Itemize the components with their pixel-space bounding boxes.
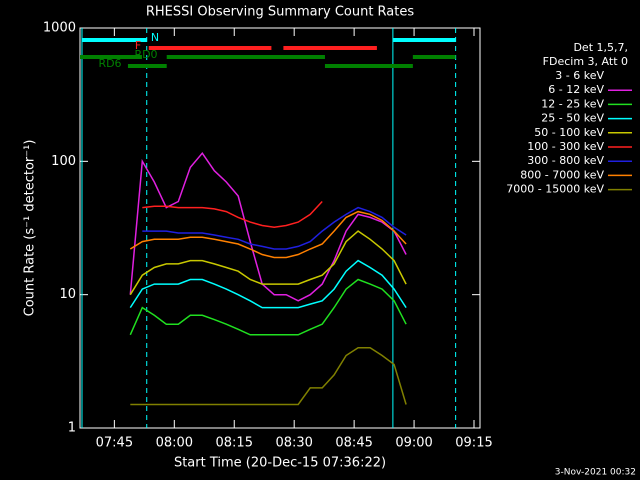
y-tick-label: 100 — [51, 154, 76, 169]
x-tick-label: 07:45 — [96, 436, 133, 451]
footer: 3-Nov-2021 00:32 — [555, 468, 636, 478]
flag-label: N — [151, 31, 159, 44]
series-line — [142, 200, 323, 229]
legend-label: 300 - 800 keV — [527, 154, 604, 167]
y-tick-label: 1 — [68, 421, 76, 436]
legend-label: 50 - 100 keV — [534, 126, 604, 139]
legend-label: 100 - 300 keV — [527, 140, 604, 153]
x-tick-label: 09:00 — [395, 436, 432, 451]
x-tick-label: 09:15 — [455, 436, 492, 451]
legend-label: 7000 - 15000 keV — [506, 183, 604, 196]
x-tick-label: 08:00 — [156, 436, 193, 451]
legend-header: Det 1,5,7, — [573, 41, 628, 54]
y-tick-label: 1000 — [43, 21, 76, 36]
legend-header: FDecim 3, Att 0 — [543, 55, 628, 68]
plot-frame — [79, 27, 481, 429]
x-tick-label: 08:15 — [216, 436, 253, 451]
series-line — [142, 206, 407, 250]
series-line — [129, 151, 407, 302]
series-line — [129, 230, 407, 296]
x-axis-label: Start Time (20-Dec-15 07:36:22) — [174, 456, 386, 471]
series-line — [129, 278, 407, 336]
flag-label: RD0 — [134, 48, 157, 61]
x-tick-label: 08:30 — [275, 436, 312, 451]
flag-label: F — [135, 39, 141, 52]
flag-label: RD6 — [98, 57, 121, 70]
legend-label: 6 - 12 keV — [548, 83, 604, 96]
legend-label: 800 - 7000 keV — [520, 168, 604, 181]
series-line — [129, 259, 407, 309]
x-tick-label: 08:45 — [335, 436, 372, 451]
legend-label: 25 - 50 keV — [541, 112, 604, 125]
series-line — [129, 210, 407, 259]
y-axis-label: Count Rate (s⁻¹ detector⁻¹) — [23, 140, 38, 317]
series-line — [130, 346, 407, 406]
chart-title: RHESSI Observing Summary Count Rates — [146, 5, 415, 20]
y-tick-label: 10 — [59, 287, 76, 302]
legend-label: 3 - 6 keV — [555, 69, 604, 82]
legend-label: 12 - 25 keV — [541, 97, 604, 110]
